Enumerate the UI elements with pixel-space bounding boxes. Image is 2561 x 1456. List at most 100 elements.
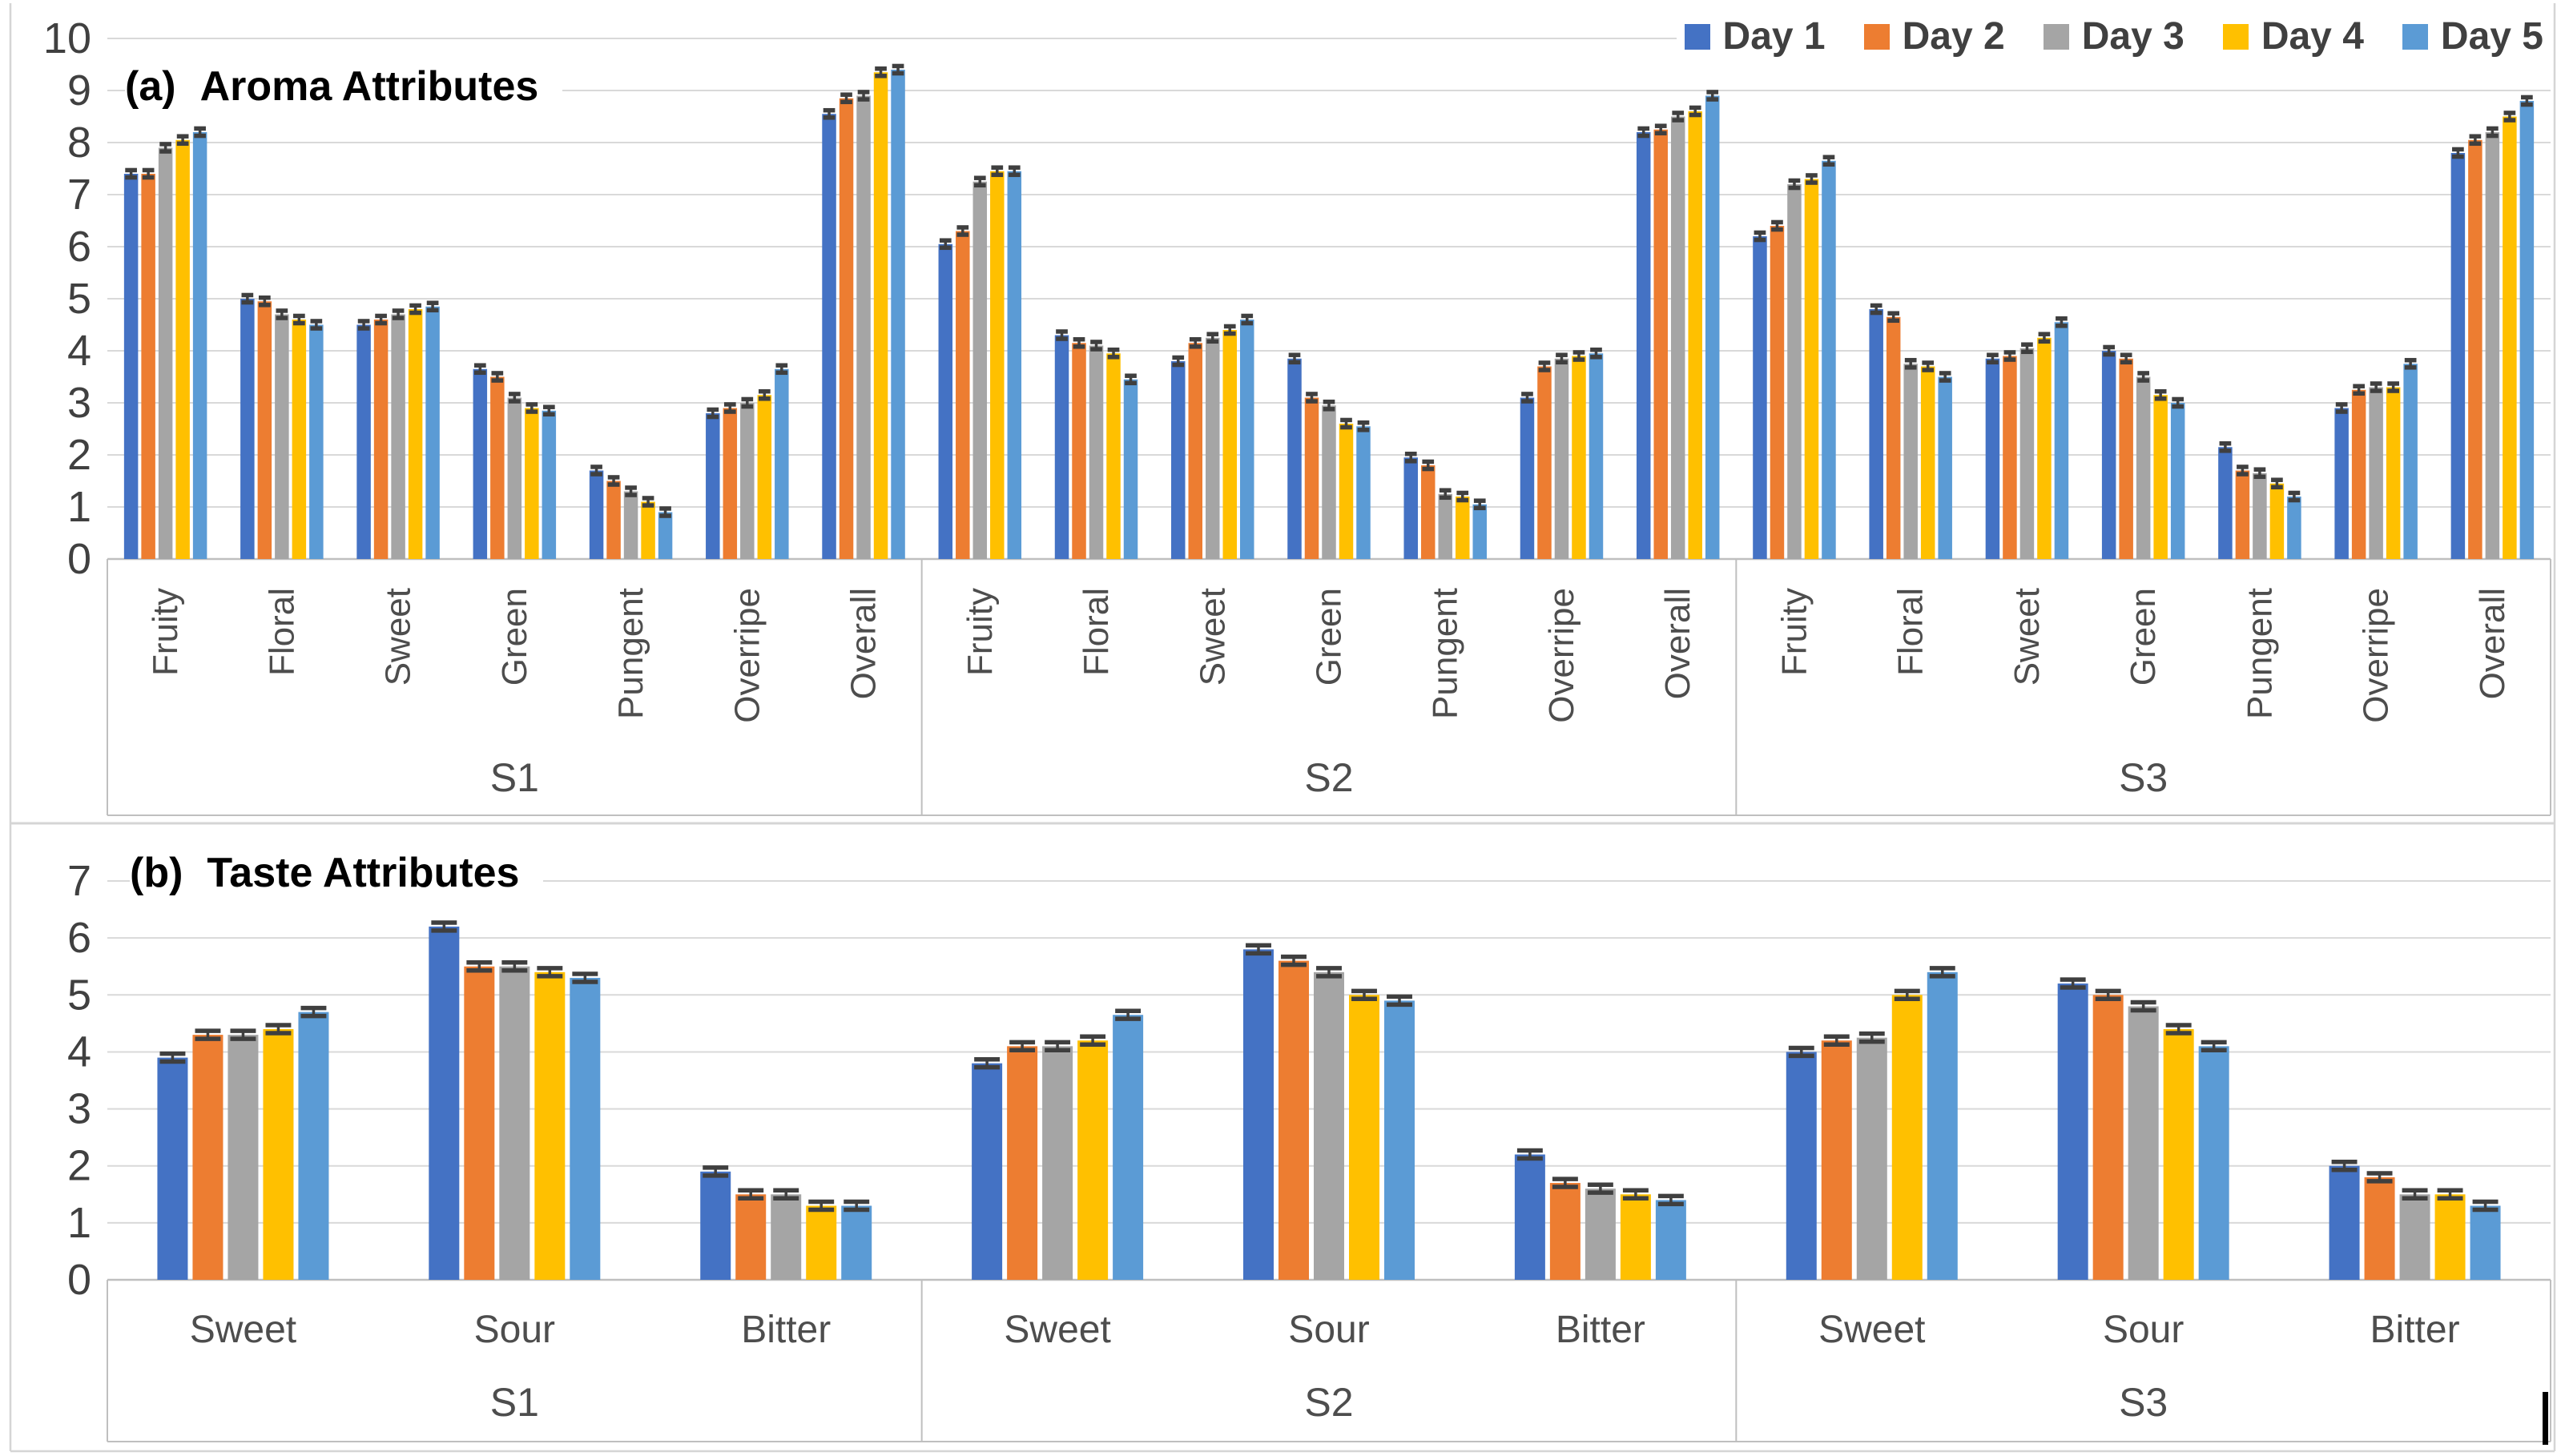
bar [2287, 497, 2301, 559]
y-tick-label: 5 [67, 971, 91, 1019]
legend-swatch-day-1-icon [1684, 23, 1710, 50]
y-tick-label: 2 [67, 431, 91, 479]
category-label: Pungent [2240, 588, 2279, 719]
bar [534, 971, 566, 1280]
sample-label: S2 [1304, 755, 1353, 800]
bar [1787, 184, 1802, 559]
bar [1007, 1046, 1038, 1280]
y-tick-label: 0 [67, 1256, 91, 1304]
bar [263, 1028, 294, 1280]
bar [1786, 1052, 1817, 1280]
bar [1243, 949, 1274, 1280]
bar [1403, 457, 1418, 559]
bar [1077, 1040, 1109, 1280]
category-label: Bitter [2370, 1309, 2460, 1351]
sample-label: S1 [490, 755, 539, 800]
bar [2170, 403, 2185, 559]
bar [1054, 335, 1069, 559]
bar [2054, 322, 2069, 559]
panel-a-label: (a) [125, 63, 176, 110]
y-tick-label: 3 [67, 379, 91, 427]
bar [723, 408, 738, 559]
bar [240, 299, 255, 559]
y-tick-label: 1 [67, 1199, 91, 1247]
bar [1753, 236, 1767, 559]
bar [1537, 366, 1552, 559]
bar [1585, 1189, 1616, 1280]
bar [1620, 1194, 1651, 1280]
category-label: Pungent [1426, 588, 1465, 719]
sample-label: S1 [490, 1380, 539, 1425]
bar [1804, 179, 1819, 559]
y-tick-label: 6 [67, 223, 91, 271]
legend-item-day-3: Day 3 [2043, 14, 2185, 58]
y-tick-label: 1 [67, 483, 91, 531]
bar [775, 368, 789, 559]
bar [1287, 358, 1302, 559]
bar [1938, 376, 1952, 559]
bar [1356, 426, 1371, 559]
bar [2399, 1194, 2430, 1280]
category-label: Bitter [741, 1309, 831, 1351]
bar [1705, 95, 1720, 559]
category-label: Sour [2103, 1309, 2184, 1351]
panel-a-title: (a) Aroma Attributes [125, 61, 563, 114]
bar [507, 397, 522, 559]
bar [1384, 1000, 1415, 1280]
bar [373, 320, 389, 559]
bar [157, 1057, 188, 1280]
bar [298, 1012, 329, 1280]
bar [856, 95, 871, 559]
bar [1572, 356, 1586, 559]
y-tick-label: 5 [67, 275, 91, 323]
bar [2519, 101, 2535, 559]
bar [2364, 1176, 2395, 1280]
bar [2329, 1165, 2360, 1280]
sample-label: S3 [2119, 755, 2168, 800]
bar [1822, 160, 1836, 559]
legend-item-day-5: Day 5 [2402, 14, 2543, 58]
bar [429, 926, 460, 1280]
y-tick-label: 7 [67, 857, 91, 905]
category-label: Fruity [146, 588, 185, 676]
bar [1278, 960, 1309, 1280]
bar [1314, 971, 1344, 1280]
bar [123, 174, 139, 559]
category-label: Fruity [1774, 588, 1814, 676]
bar [2253, 473, 2267, 559]
bar [309, 324, 324, 559]
bar [1322, 405, 1336, 559]
legend: Day 1 Day 2 Day 3 Day 4 Day 5 [1676, 10, 2551, 63]
bar [570, 977, 601, 1280]
category-label: Overall [2473, 588, 2512, 699]
bar [623, 491, 638, 559]
y-tick-label: 8 [67, 119, 91, 167]
bar [2153, 395, 2168, 559]
bar [706, 413, 720, 559]
bar [1007, 171, 1022, 559]
panel-b-title: (b) Taste Attributes [130, 847, 544, 900]
category-label: Sweet [190, 1309, 296, 1351]
bar [2163, 1028, 2194, 1280]
bar [464, 966, 495, 1280]
bar [1927, 971, 1958, 1280]
legend-swatch-day-2-icon [1863, 23, 1890, 50]
bar [2403, 364, 2418, 559]
bar [740, 403, 755, 559]
category-label: Overripe [727, 588, 767, 723]
bar [1514, 1154, 1545, 1280]
category-label: Green [1310, 588, 1349, 686]
legend-label-day-3: Day 3 [2081, 15, 2185, 58]
bar [873, 72, 888, 559]
sample-label: S3 [2119, 1380, 2168, 1425]
y-tick-label: 6 [67, 914, 91, 962]
bar [1636, 132, 1651, 559]
bar [2386, 387, 2401, 559]
bar [972, 1063, 1003, 1280]
bar [2434, 1194, 2466, 1280]
legend-label-day-4: Day 4 [2261, 15, 2364, 58]
legend-label-day-1: Day 1 [1722, 15, 1826, 58]
bar [1856, 1037, 1887, 1280]
bar [1821, 1040, 1852, 1280]
